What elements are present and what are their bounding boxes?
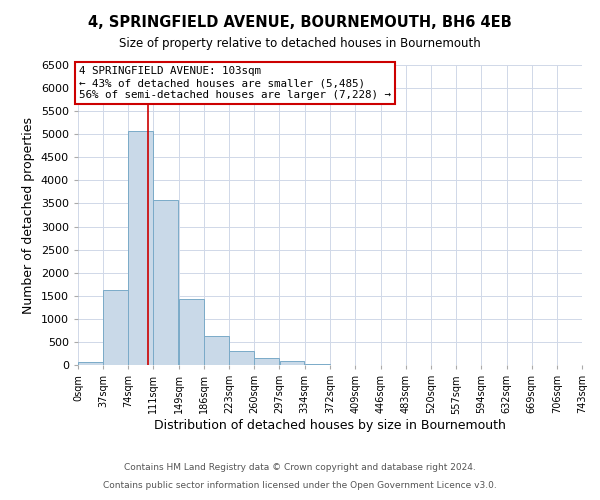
Text: Contains public sector information licensed under the Open Government Licence v3: Contains public sector information licen… [103,481,497,490]
X-axis label: Distribution of detached houses by size in Bournemouth: Distribution of detached houses by size … [154,419,506,432]
Bar [204,336,229,365]
Bar [280,362,304,365]
Bar [305,364,329,365]
Bar [254,358,280,365]
Text: Size of property relative to detached houses in Bournemouth: Size of property relative to detached ho… [119,38,481,51]
Text: Contains HM Land Registry data © Crown copyright and database right 2024.: Contains HM Land Registry data © Crown c… [124,464,476,472]
Bar [179,299,204,365]
Bar [103,290,128,365]
Bar [78,362,103,365]
Bar [128,130,153,365]
Bar [154,200,178,365]
Text: 4, SPRINGFIELD AVENUE, BOURNEMOUTH, BH6 4EB: 4, SPRINGFIELD AVENUE, BOURNEMOUTH, BH6 … [88,15,512,30]
Y-axis label: Number of detached properties: Number of detached properties [22,116,35,314]
Text: 4 SPRINGFIELD AVENUE: 103sqm
← 43% of detached houses are smaller (5,485)
56% of: 4 SPRINGFIELD AVENUE: 103sqm ← 43% of de… [79,66,391,100]
Bar [229,351,254,365]
